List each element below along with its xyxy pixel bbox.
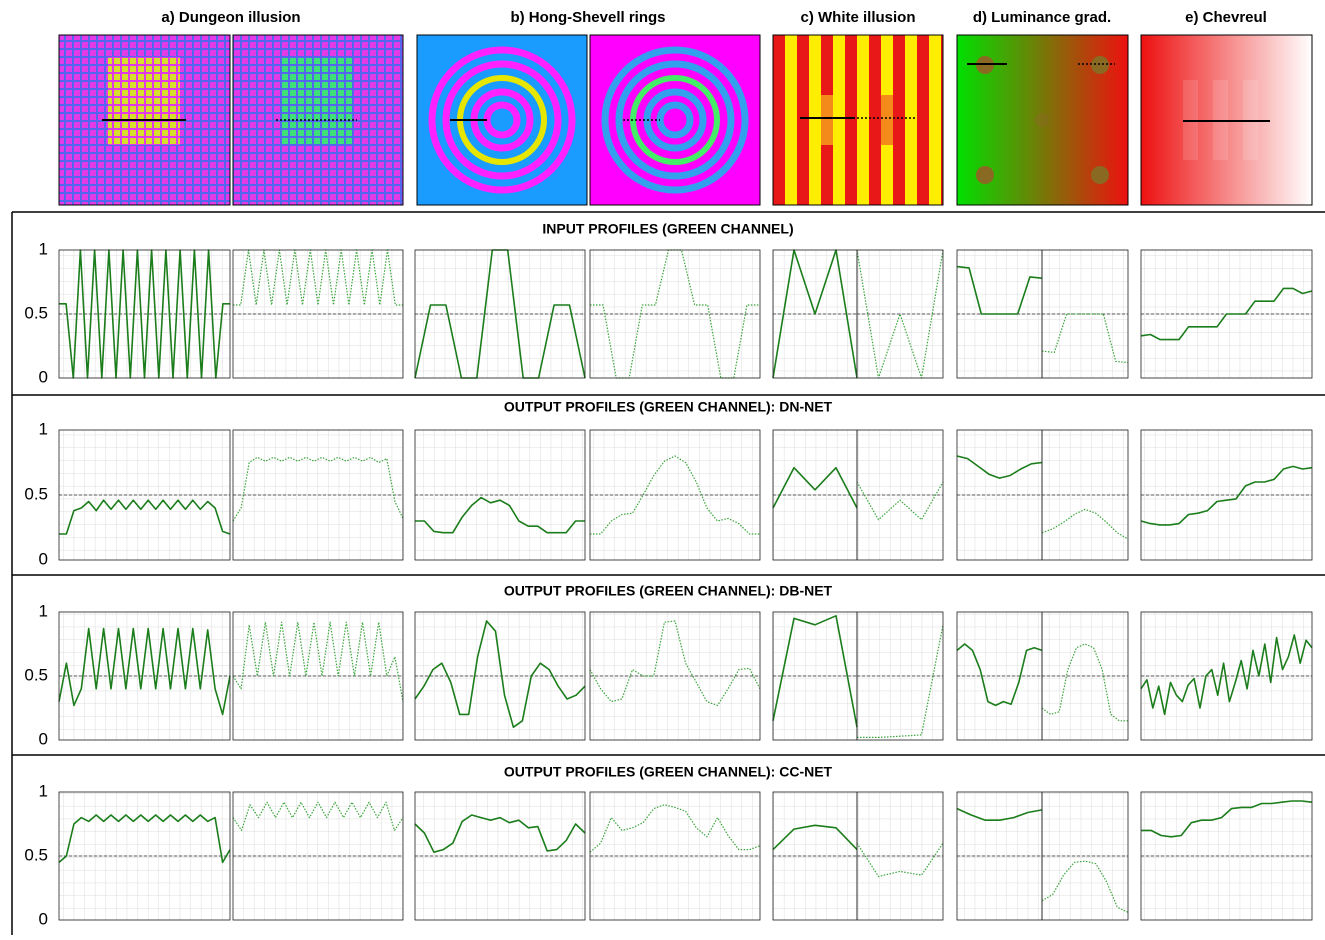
profile-line — [59, 499, 231, 535]
panel-frame — [414, 791, 586, 921]
panel-frame — [58, 249, 231, 379]
illusion-images — [58, 34, 1313, 206]
panel-frame — [414, 249, 586, 379]
profile-line — [58, 814, 231, 864]
profile-line — [414, 814, 586, 853]
row-title: OUTPUT PROFILES (GREEN CHANNEL): DB-NET — [504, 583, 833, 599]
panel-frame — [856, 429, 944, 561]
profile-line — [1141, 800, 1313, 838]
profile-line — [772, 249, 858, 379]
panel-frame — [1041, 249, 1129, 379]
profile-line — [232, 456, 404, 522]
profile-line — [772, 615, 858, 728]
profile-line — [956, 265, 1043, 315]
profile-line — [414, 620, 586, 728]
panel-frame — [856, 249, 944, 379]
y-tick-label: 0 — [39, 367, 48, 386]
profile-line — [856, 842, 944, 878]
row-title: OUTPUT PROFILES (GREEN CHANNEL): CC-NET — [504, 764, 833, 780]
profile-line — [772, 466, 858, 509]
panel-frame — [1140, 791, 1313, 921]
profile-line — [856, 481, 944, 521]
y-tick-label: 0.5 — [24, 665, 48, 684]
profile-line — [589, 620, 761, 706]
profile-line — [1140, 634, 1313, 716]
profile-line — [956, 455, 1043, 479]
row-title: OUTPUT PROFILES (GREEN CHANNEL): DN-NET — [504, 399, 833, 415]
panel-frame — [58, 429, 231, 561]
panel-frame — [1140, 611, 1313, 741]
image-title: b) Hong-Shevell rings — [510, 9, 665, 26]
panel-frame — [232, 249, 404, 379]
panel-frame — [856, 791, 944, 921]
panel-frame — [589, 249, 761, 379]
y-tick-label: 0 — [39, 909, 48, 928]
panel-frame — [232, 791, 404, 921]
y-tick-label: 0.5 — [24, 303, 48, 322]
profile-line — [233, 249, 403, 306]
profile-line — [1041, 643, 1128, 722]
y-tick-label: 1 — [39, 601, 48, 620]
y-tick-label: 1 — [39, 239, 48, 258]
y-tick-label: 0 — [39, 729, 48, 748]
profile-line — [956, 643, 1043, 707]
image-title: a) Dungeon illusion — [161, 9, 300, 26]
panel-frame — [1041, 611, 1129, 741]
profile-line — [1041, 508, 1129, 540]
image-title: e) Chevreul — [1185, 9, 1267, 26]
y-tick-label: 0 — [39, 549, 48, 568]
panel-frame — [1041, 429, 1129, 561]
profile-line — [956, 807, 1043, 821]
y-tick-label: 1 — [39, 419, 48, 438]
profile-line — [772, 824, 858, 851]
profile-line — [1041, 313, 1129, 364]
profile-line — [590, 455, 760, 535]
panel-frame — [58, 611, 231, 741]
profile-line — [857, 624, 944, 738]
profile-line — [415, 496, 585, 534]
panel-frame — [856, 611, 944, 741]
panel-frame — [414, 429, 586, 561]
y-tick-label: 0.5 — [24, 484, 48, 503]
panel-frame — [589, 611, 761, 741]
panel-frame — [1140, 249, 1313, 379]
y-tick-label: 1 — [39, 781, 48, 800]
y-tick-label: 0.5 — [24, 845, 48, 864]
panel-frame — [232, 611, 404, 741]
profile-line — [589, 804, 761, 853]
profile-line — [1140, 287, 1313, 341]
row-title: INPUT PROFILES (GREEN CHANNEL) — [542, 221, 793, 237]
panel-frame — [414, 611, 586, 741]
profile-line — [232, 801, 404, 831]
image-title: c) White illusion — [801, 9, 916, 26]
panel-frame — [232, 429, 404, 561]
profile-line — [1140, 465, 1313, 526]
profile-line — [58, 627, 231, 716]
panel-frame — [589, 429, 761, 561]
panel-frame — [1140, 429, 1313, 561]
image-title: d) Luminance grad. — [973, 9, 1111, 26]
panel-frame — [58, 791, 231, 921]
panel-frame — [1041, 791, 1129, 921]
row-frames — [11, 211, 1325, 935]
panel-frame — [589, 791, 761, 921]
